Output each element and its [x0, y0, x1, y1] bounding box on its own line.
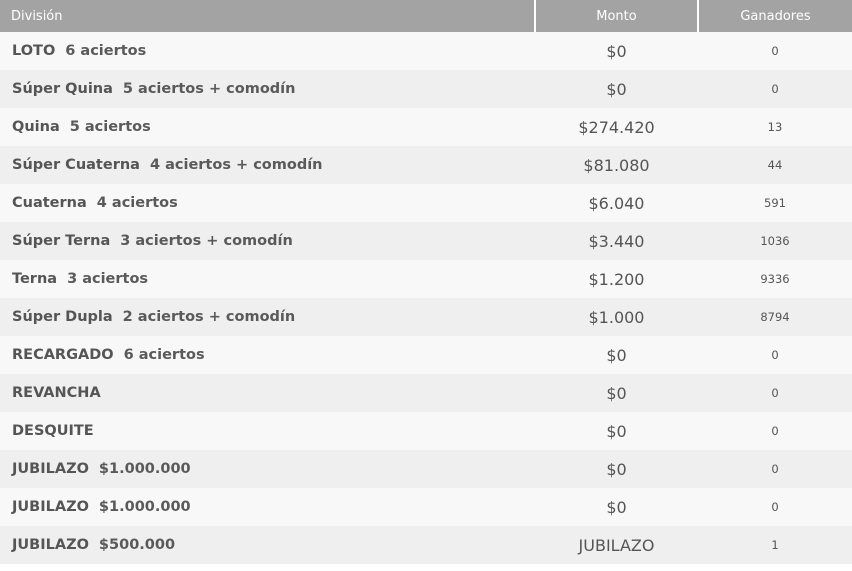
monto-cell: $0 [535, 32, 698, 70]
monto-cell: $0 [535, 412, 698, 450]
division-detail: 4 aciertos + comodín [149, 157, 323, 173]
ganadores-cell: 0 [698, 374, 852, 412]
division-label: Cuaterna [12, 195, 87, 211]
division-label: JUBILAZO [12, 537, 89, 553]
monto-cell: $0 [535, 336, 698, 374]
division-label: JUBILAZO [12, 461, 89, 477]
monto-cell: $0 [535, 450, 698, 488]
ganadores-cell: 9336 [698, 260, 852, 298]
division-cell: RECARGADO 6 aciertos [0, 336, 535, 374]
ganadores-cell: 1 [698, 526, 852, 564]
division-detail: 6 aciertos [123, 347, 205, 363]
monto-cell: $81.080 [535, 146, 698, 184]
division-detail: $1.000.000 [98, 461, 191, 477]
division-label: REVANCHA [12, 385, 101, 401]
ganadores-cell: 0 [698, 412, 852, 450]
ganadores-cell: 0 [698, 70, 852, 108]
table-header: División Monto Ganadores [0, 0, 852, 32]
division-cell: Súper Quina 5 aciertos + comodín [0, 70, 535, 108]
division-cell: Súper Dupla 2 aciertos + comodín [0, 298, 535, 336]
ganadores-cell: 0 [698, 450, 852, 488]
header-row: División Monto Ganadores [0, 0, 852, 32]
table-row: Súper Terna 3 aciertos + comodín $3.440 1… [0, 222, 852, 260]
ganadores-cell: 0 [698, 336, 852, 374]
table-bottom-gap [0, 564, 852, 571]
division-cell: Terna 3 aciertos [0, 260, 535, 298]
table-body: LOTO 6 aciertos $0 0 Súper Quina 5 acierto… [0, 32, 852, 564]
division-cell: REVANCHA [0, 374, 535, 412]
table-row: Súper Cuaterna 4 aciertos + comodín $81.0… [0, 146, 852, 184]
monto-cell: $1.200 [535, 260, 698, 298]
division-label: DESQUITE [12, 423, 94, 439]
division-detail: $1.000.000 [98, 499, 191, 515]
division-cell: JUBILAZO $500.000 [0, 526, 535, 564]
division-cell: LOTO 6 aciertos [0, 32, 535, 70]
division-detail: $500.000 [98, 537, 176, 553]
division-detail: 5 aciertos + comodín [122, 81, 296, 97]
division-cell: Cuaterna 4 aciertos [0, 184, 535, 222]
division-cell: DESQUITE [0, 412, 535, 450]
table-row: Súper Quina 5 aciertos + comodín $0 0 [0, 70, 852, 108]
division-detail: 5 aciertos [69, 119, 151, 135]
division-label: Súper Cuaterna [12, 157, 140, 173]
table-row: Terna 3 aciertos $1.200 9336 [0, 260, 852, 298]
ganadores-cell: 0 [698, 32, 852, 70]
division-cell: Súper Terna 3 aciertos + comodín [0, 222, 535, 260]
ganadores-cell: 0 [698, 488, 852, 526]
division-label: Quina [12, 119, 60, 135]
column-header-division: División [0, 0, 536, 32]
column-header-monto: Monto [535, 0, 699, 32]
division-label: RECARGADO [12, 347, 114, 363]
table-row: DESQUITE $0 0 [0, 412, 852, 450]
table-row: Quina 5 aciertos $274.420 13 [0, 108, 852, 146]
monto-cell: $1.000 [535, 298, 698, 336]
division-cell: JUBILAZO $1.000.000 [0, 450, 535, 488]
table-row: JUBILAZO $1.000.000 $0 0 [0, 488, 852, 526]
table-row: Cuaterna 4 aciertos $6.040 591 [0, 184, 852, 222]
division-cell: JUBILAZO $1.000.000 [0, 488, 535, 526]
monto-cell: $274.420 [535, 108, 698, 146]
division-label: Súper Dupla [12, 309, 113, 325]
table-row: RECARGADO 6 aciertos $0 0 [0, 336, 852, 374]
division-detail: 3 aciertos [67, 271, 149, 287]
monto-cell: $0 [535, 488, 698, 526]
division-detail: 3 aciertos + comodín [120, 233, 293, 249]
ganadores-cell: 44 [698, 146, 852, 184]
division-label: LOTO [12, 43, 56, 59]
table-row: LOTO 6 aciertos $0 0 [0, 32, 852, 70]
ganadores-cell: 8794 [698, 298, 852, 336]
ganadores-cell: 13 [698, 108, 852, 146]
table-row: JUBILAZO $500.000 JUBILAZO 1 [0, 526, 852, 564]
monto-cell: $0 [535, 70, 698, 108]
division-label: JUBILAZO [12, 499, 89, 515]
table-row: Súper Dupla 2 aciertos + comodín $1.000 8… [0, 298, 852, 336]
division-detail: 2 aciertos + comodín [122, 309, 296, 325]
monto-cell: $3.440 [535, 222, 698, 260]
monto-cell: $6.040 [535, 184, 698, 222]
division-cell: Quina 5 aciertos [0, 108, 535, 146]
division-detail: 6 aciertos [65, 43, 147, 59]
table-row: JUBILAZO $1.000.000 $0 0 [0, 450, 852, 488]
monto-cell: $0 [535, 374, 698, 412]
division-label: Súper Terna [12, 233, 111, 249]
division-label: Terna [12, 271, 58, 287]
division-label: Súper Quina [12, 81, 113, 97]
ganadores-cell: 1036 [698, 222, 852, 260]
ganadores-cell: 591 [698, 184, 852, 222]
monto-cell: JUBILAZO [535, 526, 698, 564]
division-cell: Súper Cuaterna 4 aciertos + comodín [0, 146, 535, 184]
division-detail: 4 aciertos [96, 195, 178, 211]
table-row: REVANCHA $0 0 [0, 374, 852, 412]
column-header-ganadores: Ganadores [698, 0, 852, 32]
